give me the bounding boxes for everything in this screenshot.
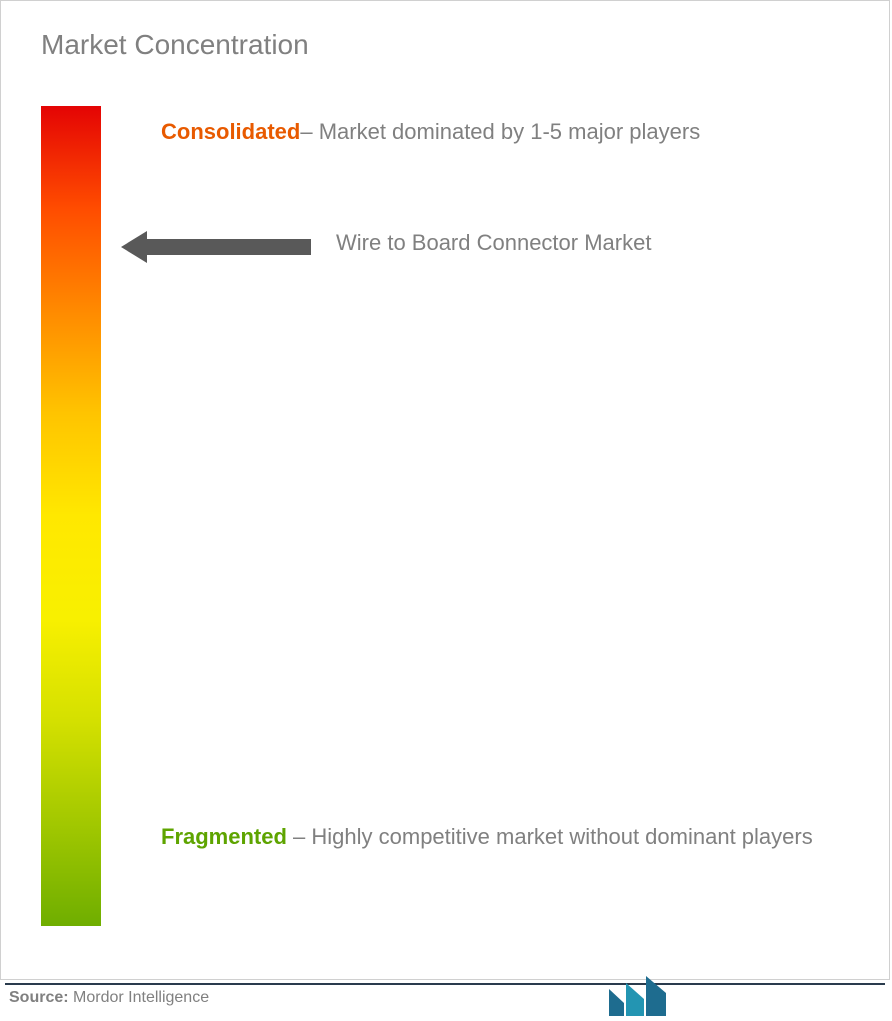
page-title: Market Concentration [1,1,889,61]
fragmented-label: Fragmented – Highly competitive market w… [161,811,821,864]
market-position-arrow-icon [121,231,321,271]
fragmented-rest: – Highly competitive market without domi… [287,824,813,849]
consolidated-bold: Consolidated [161,119,300,144]
footer-divider [5,983,885,985]
infographic-container: Market Concentration Consolidated– Marke… [0,0,890,980]
source-label: Source: [9,989,69,1006]
concentration-gradient-bar [41,106,101,926]
consolidated-label: Consolidated– Market dominated by 1-5 ma… [161,106,821,159]
source-attribution: Source: Mordor Intelligence [9,989,209,1007]
fragmented-bold: Fragmented [161,824,287,849]
source-value: Mordor Intelligence [69,989,210,1006]
consolidated-rest: – Market dominated by 1-5 major players [300,119,700,144]
mordor-logo-icon [604,971,684,1021]
market-arrow-label: Wire to Board Connector Market [336,226,656,259]
